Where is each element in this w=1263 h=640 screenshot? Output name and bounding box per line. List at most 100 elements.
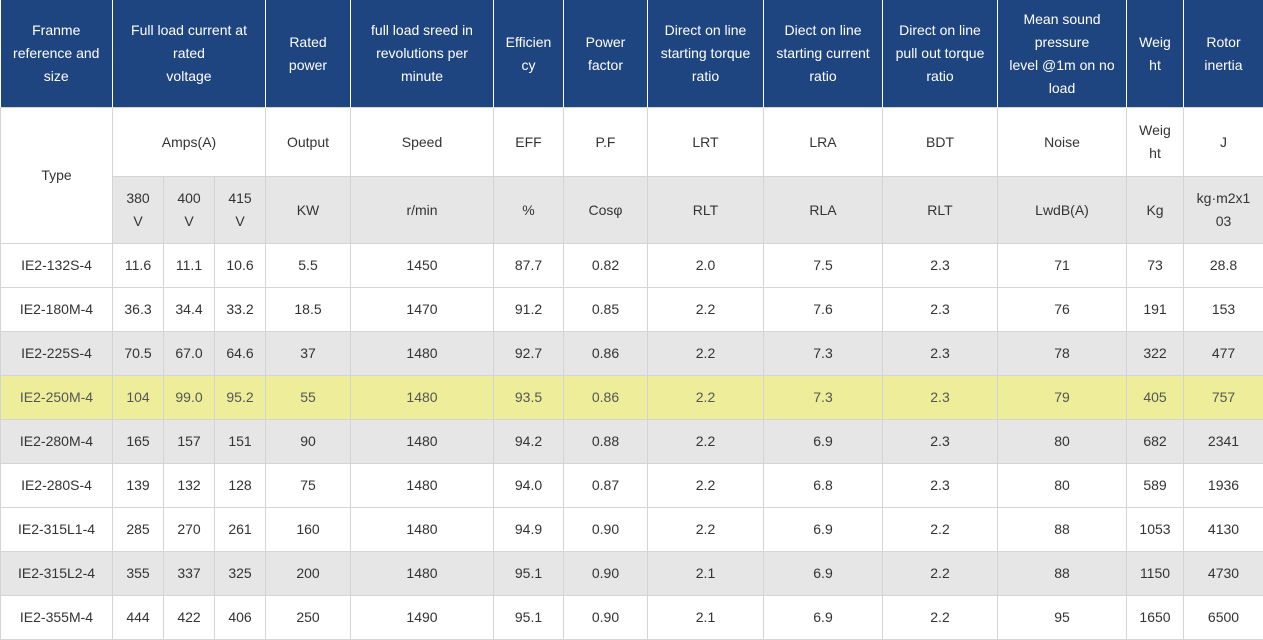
table-cell: 2.2 [883,596,998,640]
unit-cell: r/min [351,177,494,244]
subheader-type: Type [1,108,113,244]
table-cell: 422 [164,596,215,640]
header-current-ratio: Diect on line starting current ratio [764,0,883,108]
table-cell: 67.0 [164,332,215,376]
table-cell: 1053 [1127,508,1184,552]
motor-type-cell: IE2-355M-4 [1,596,113,640]
table-cell: 285 [113,508,164,552]
table-cell: 95.1 [494,596,564,640]
table-cell: 2.2 [883,508,998,552]
table-cell: 261 [215,508,266,552]
table-cell: 70.5 [113,332,164,376]
subheader-pf: P.F [564,108,648,177]
table-cell: 322 [1127,332,1184,376]
table-cell: 99.0 [164,376,215,420]
table-cell: 589 [1127,464,1184,508]
table-cell: 37 [266,332,351,376]
table-cell: 6.9 [764,596,883,640]
motor-type-cell: IE2-225S-4 [1,332,113,376]
table-cell: 64.6 [215,332,266,376]
motor-type-cell: IE2-180M-4 [1,288,113,332]
table-cell: 80 [998,420,1127,464]
header-torque-ratio: Direct on line starting torque ratio [648,0,764,108]
table-cell: 0.90 [564,508,648,552]
table-cell: 76 [998,288,1127,332]
table-cell: 0.85 [564,288,648,332]
subheader-lrt: LRT [648,108,764,177]
table-cell: 2.3 [883,244,998,288]
table-cell: 0.82 [564,244,648,288]
table-cell: 93.5 [494,376,564,420]
table-cell: 33.2 [215,288,266,332]
table-cell: 90 [266,420,351,464]
table-cell: 6.8 [764,464,883,508]
motor-type-cell: IE2-315L2-4 [1,552,113,596]
table-cell: 0.90 [564,596,648,640]
subheader-weight: Weig ht [1127,108,1184,177]
table-cell: 128 [215,464,266,508]
table-cell: 2.1 [648,552,764,596]
table-cell: 1480 [351,508,494,552]
motor-type-cell: IE2-280S-4 [1,464,113,508]
table-cell: 2.3 [883,376,998,420]
header-pullout-ratio: Direct on line pull out torque ratio [883,0,998,108]
table-cell: 2.2 [648,508,764,552]
unit-cell: KW [266,177,351,244]
table-cell: 55 [266,376,351,420]
table-cell: 4130 [1184,508,1263,552]
table-cell: 2.3 [883,464,998,508]
table-cell: 6.9 [764,508,883,552]
table-cell: 6.9 [764,552,883,596]
table-cell: 1490 [351,596,494,640]
table-cell: 0.86 [564,332,648,376]
table-cell: 95.1 [494,552,564,596]
table-cell: 151 [215,420,266,464]
table-cell: 36.3 [113,288,164,332]
table-cell: 34.4 [164,288,215,332]
table-cell: 139 [113,464,164,508]
table-cell: 1480 [351,464,494,508]
unit-cell: % [494,177,564,244]
table-cell: 94.0 [494,464,564,508]
table-cell: 4730 [1184,552,1263,596]
table-cell: 7.3 [764,376,883,420]
table-cell: 18.5 [266,288,351,332]
table-cell: 1470 [351,288,494,332]
table-cell: 79 [998,376,1127,420]
table-cell: 191 [1127,288,1184,332]
subheader-j: J [1184,108,1263,177]
table-cell: 95.2 [215,376,266,420]
table-cell: 406 [215,596,266,640]
table-cell: 1480 [351,376,494,420]
header-efficiency: Efficien cy [494,0,564,108]
table-cell: 2.3 [883,420,998,464]
table-cell: 95 [998,596,1127,640]
unit-cell: 400 V [164,177,215,244]
table-cell: 94.9 [494,508,564,552]
subheader-bdt: BDT [883,108,998,177]
table-cell: 7.6 [764,288,883,332]
header-power-factor: Power factor [564,0,648,108]
unit-cell: 380 V [113,177,164,244]
table-cell: 1480 [351,552,494,596]
unit-cell: Kg [1127,177,1184,244]
table-cell: 165 [113,420,164,464]
table-cell: 10.6 [215,244,266,288]
motor-type-cell: IE2-250M-4 [1,376,113,420]
table-cell: 355 [113,552,164,596]
subheader-eff: EFF [494,108,564,177]
unit-cell: LwdB(A) [998,177,1127,244]
motor-type-cell: IE2-280M-4 [1,420,113,464]
table-cell: 92.7 [494,332,564,376]
subheader-amps: Amps(A) [113,108,266,177]
table-cell: 2341 [1184,420,1263,464]
table-cell: 6500 [1184,596,1263,640]
table-cell: 405 [1127,376,1184,420]
